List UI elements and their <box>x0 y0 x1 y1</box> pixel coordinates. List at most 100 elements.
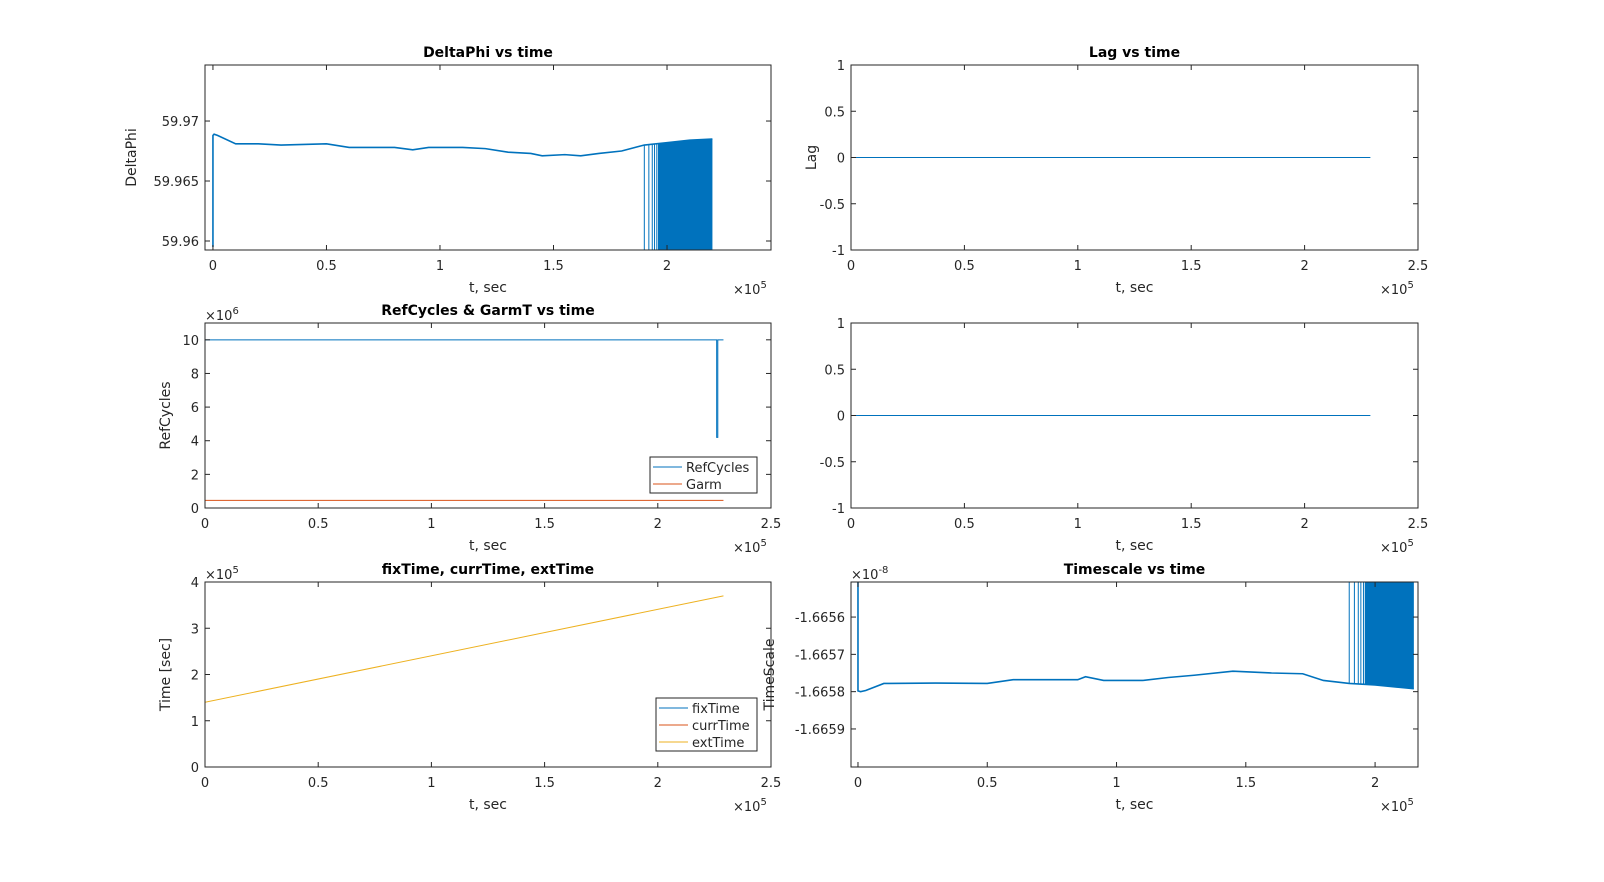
y-tick-label: 1 <box>837 59 845 74</box>
x-tick-label: 1.5 <box>1181 517 1202 532</box>
legend: fixTime currTime extTime <box>655 697 758 752</box>
exponent-base: ×10 <box>851 568 878 583</box>
x-tick-label: 0 <box>847 517 855 532</box>
subplot-title: Timescale vs time <box>1064 562 1206 578</box>
subplot-refcycles: 0 0.5 1 1.5 2 2.5 0 2 4 6 8 10 RefCycles & GarmT vs … <box>158 303 781 556</box>
exponent-base: ×10 <box>1380 800 1407 815</box>
exponent-power: 5 <box>232 565 238 576</box>
x-tick-label: 1.5 <box>534 517 555 532</box>
series-exttime <box>205 595 724 767</box>
exponent-power: 6 <box>232 306 238 317</box>
y-tick-label: 2 <box>191 669 199 684</box>
subplot-lag: 0 0.5 1 1.5 2 2.5 -1 -0.5 0 0.5 1 Lag vs time t, sec… <box>804 45 1428 298</box>
y-tick-label: 0.5 <box>824 105 845 120</box>
oscillation-band <box>1364 582 1414 689</box>
exponent-power: 5 <box>1407 280 1413 291</box>
legend-entry: fixTime <box>692 702 740 717</box>
x-tick-label: 0 <box>209 259 217 274</box>
subplot-deltaphi: 0 0.5 1 1.5 2 59.96 59.965 59.97 DeltaPhi vs tim… <box>124 45 772 298</box>
y-exponent-label: ×10-8 <box>851 565 888 583</box>
y-tick-label: 0 <box>837 410 845 425</box>
exponent-power: -8 <box>878 565 888 576</box>
x-tick-label: 2 <box>654 517 662 532</box>
subplot-title: fixTime, currTime, extTime <box>382 562 594 578</box>
y-tick-label: 59.96 <box>162 235 199 250</box>
y-tick-label: -0.5 <box>820 198 845 213</box>
plot-content <box>212 133 713 250</box>
y-tick-label: -1.6658 <box>795 686 845 701</box>
exponent-power: 5 <box>760 797 766 808</box>
legend-entry: RefCycles <box>686 461 750 476</box>
y-tick-label: -1.6659 <box>795 723 845 738</box>
x-tick-label: 1 <box>1074 517 1082 532</box>
y-tick-label: -0.5 <box>820 456 845 471</box>
exponent-base: ×10 <box>205 309 232 324</box>
legend-entry: extTime <box>692 736 744 751</box>
x-exponent-label: ×105 <box>1380 280 1414 298</box>
series-refcycles <box>205 339 724 438</box>
exponent-base: ×10 <box>733 541 760 556</box>
x-tick-label: 0 <box>854 776 862 791</box>
exponent-base: ×10 <box>1380 541 1407 556</box>
y-tick-label: 10 <box>182 334 199 349</box>
y-tick-label: 1 <box>837 317 845 332</box>
x-tick-label: 1.5 <box>1181 259 1202 274</box>
axes-box <box>204 64 772 251</box>
exponent-power: 5 <box>1407 538 1413 549</box>
x-tick-label: 2 <box>1371 776 1379 791</box>
x-tick-label: 0 <box>201 517 209 532</box>
x-tick-label: 0 <box>847 259 855 274</box>
y-axis-label: RefCycles <box>158 381 174 449</box>
y-tick-label: 59.97 <box>162 115 199 130</box>
legend-entry: Garm <box>686 478 722 493</box>
x-tick-label: 2.5 <box>761 776 782 791</box>
x-axis-label: t, sec <box>469 280 507 296</box>
subplot-title: RefCycles & GarmT vs time <box>381 303 594 319</box>
axes-box <box>850 581 1419 768</box>
legend-box <box>649 456 758 494</box>
y-tick-label: -1 <box>832 244 845 259</box>
x-tick-label: 0.5 <box>977 776 998 791</box>
x-tick-label: 2 <box>1300 259 1308 274</box>
series-deltaphi <box>212 133 713 248</box>
x-axis-label: t, sec <box>469 538 507 554</box>
x-exponent-label: ×105 <box>1380 538 1414 556</box>
x-tick-label: 1 <box>1112 776 1120 791</box>
x-tick-label: 2.5 <box>761 517 782 532</box>
y-axis-label: TimeScale <box>762 639 778 712</box>
y-tick-label: -1 <box>832 502 845 517</box>
x-tick-label: 1 <box>427 776 435 791</box>
y-tick-label: 4 <box>191 435 199 450</box>
plot-content <box>857 582 1414 693</box>
y-tick-label: 3 <box>191 622 199 637</box>
x-tick-label: 1 <box>1074 259 1082 274</box>
x-tick-label: 0.5 <box>954 517 975 532</box>
y-tick-label: 0 <box>191 502 199 517</box>
x-tick-label: 0.5 <box>308 776 329 791</box>
x-axis-label: t, sec <box>1116 280 1154 296</box>
oscillation-band <box>657 139 713 250</box>
exponent-power: 5 <box>1407 797 1413 808</box>
legend: RefCycles Garm <box>649 456 758 494</box>
plot-content <box>205 595 724 767</box>
y-tick-label: 8 <box>191 367 199 382</box>
x-exponent-label: ×105 <box>733 280 767 298</box>
x-tick-label: 1.5 <box>543 259 564 274</box>
x-tick-label: 0.5 <box>316 259 337 274</box>
subplot-times: 0 0.5 1 1.5 2 2.5 0 1 2 3 4 fixTime, currTime, extT… <box>158 562 781 815</box>
axes-box <box>204 322 772 509</box>
x-tick-label: 2 <box>1300 517 1308 532</box>
series-timescale <box>857 582 1414 693</box>
x-exponent-label: ×105 <box>733 797 767 815</box>
x-tick-label: 2.5 <box>1408 517 1429 532</box>
exponent-base: ×10 <box>1380 283 1407 298</box>
plot-content <box>205 339 724 501</box>
y-exponent-label: ×105 <box>205 565 239 583</box>
x-axis-label: t, sec <box>469 797 507 813</box>
x-exponent-label: ×105 <box>1380 797 1414 815</box>
subplot-unnamed: 0 0.5 1 1.5 2 2.5 -1 -0.5 0 0.5 1 t, sec ×105 <box>820 317 1429 556</box>
y-tick-label: 6 <box>191 401 199 416</box>
legend-entry: currTime <box>692 719 750 734</box>
y-tick-label: -1.6657 <box>795 648 845 663</box>
